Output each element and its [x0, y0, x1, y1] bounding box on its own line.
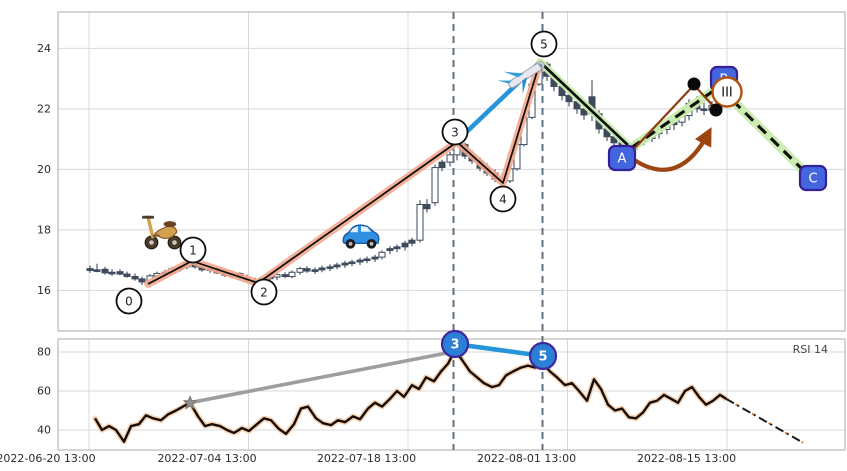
candle [318, 265, 326, 273]
y-tick-label: 22 [37, 102, 51, 115]
candle [401, 240, 409, 251]
candle [408, 237, 416, 247]
wave-label-0: 0 [115, 287, 143, 315]
y-tick-label: 60 [37, 385, 51, 398]
impulse-wave-line [147, 61, 541, 285]
wave-label-1: 1 [179, 236, 207, 264]
svg-text:1: 1 [189, 244, 197, 258]
wave-a-box: A [607, 144, 637, 172]
candle [356, 257, 364, 265]
candle [288, 270, 296, 279]
candle [101, 266, 109, 275]
candle [393, 244, 401, 253]
wave-markers: 012345ABCIII [115, 30, 828, 315]
vertical-dashed-guides [452, 12, 544, 450]
candle [348, 259, 356, 267]
rsi-3-to-5-blue-line [452, 341, 546, 359]
x-tick-label: 2022-08-15 13:00 [637, 452, 736, 465]
candle [108, 269, 116, 276]
candle [303, 266, 311, 273]
rsi-marker-3: 3 [440, 329, 470, 359]
wave5-to-a-line [539, 61, 632, 149]
x-tick-label: 2022-08-01 13:00 [477, 452, 576, 465]
rsi-indicator: 35 [92, 329, 804, 445]
candle [378, 250, 386, 260]
x-tick-label: 2022-06-20 13:00 [0, 452, 96, 465]
candle [281, 272, 289, 279]
y-tick-label: 16 [37, 284, 51, 297]
svg-text:0: 0 [125, 295, 133, 309]
pivot-dot [709, 103, 723, 117]
candle [431, 164, 439, 206]
x-tick-label: 2022-07-04 13:00 [157, 452, 256, 465]
impulse-wave-glow [144, 58, 544, 288]
rsi-label: RSI 14 [793, 343, 828, 356]
scooter-icon [142, 215, 182, 250]
car-icon [342, 224, 380, 249]
trend-icons [142, 61, 545, 250]
wave-c-box: C [798, 164, 828, 192]
candle [311, 267, 319, 275]
candle [423, 199, 431, 213]
candle [138, 276, 146, 285]
star-marker [182, 395, 198, 410]
svg-text:A: A [618, 152, 627, 167]
brown-curved-arrow [633, 127, 712, 172]
candle [333, 262, 341, 270]
abc-correction-dashed-line [630, 85, 803, 170]
candle [700, 102, 708, 115]
candle [296, 266, 304, 275]
candle [326, 264, 334, 272]
y-tick-label: 80 [37, 346, 51, 359]
y-tick-label: 40 [37, 424, 51, 437]
y-tick-label: 24 [37, 42, 51, 55]
wave-label-5: 5 [530, 30, 558, 58]
candle [438, 159, 446, 172]
candle [123, 271, 131, 278]
svg-text:5: 5 [538, 350, 547, 365]
airplane-icon [497, 61, 545, 94]
candle [416, 200, 424, 243]
candle [386, 246, 394, 255]
candle [446, 151, 454, 167]
rsi-marker-5: 5 [528, 341, 558, 371]
y-tick-label: 20 [37, 163, 51, 176]
wave-label-2: 2 [250, 278, 278, 306]
svg-text:III: III [721, 86, 733, 101]
svg-text:2: 2 [260, 286, 268, 300]
svg-text:3: 3 [450, 338, 459, 353]
wave-label-4: 4 [489, 185, 517, 213]
candle [371, 254, 379, 262]
pivot-dot [687, 77, 701, 91]
candle [341, 260, 349, 269]
candle [86, 265, 94, 273]
rsi-forecast-dashdot-line [725, 397, 804, 444]
rsi-line-glow [92, 347, 729, 445]
third-wave-circle: III [711, 76, 743, 108]
wave-label-3: 3 [441, 118, 469, 146]
rsi-gray-trendline [188, 350, 454, 405]
candle [116, 269, 124, 276]
candle [363, 256, 371, 264]
svg-text:5: 5 [540, 38, 548, 52]
rsi-line [93, 348, 727, 443]
y-tick-label: 18 [37, 223, 51, 236]
svg-text:3: 3 [451, 126, 459, 140]
wave-lines [144, 58, 806, 288]
candle [93, 263, 101, 273]
svg-text:C: C [808, 172, 817, 187]
svg-text:4: 4 [499, 193, 507, 207]
candle [131, 273, 139, 281]
x-tick-label: 2022-07-18 13:00 [317, 452, 416, 465]
